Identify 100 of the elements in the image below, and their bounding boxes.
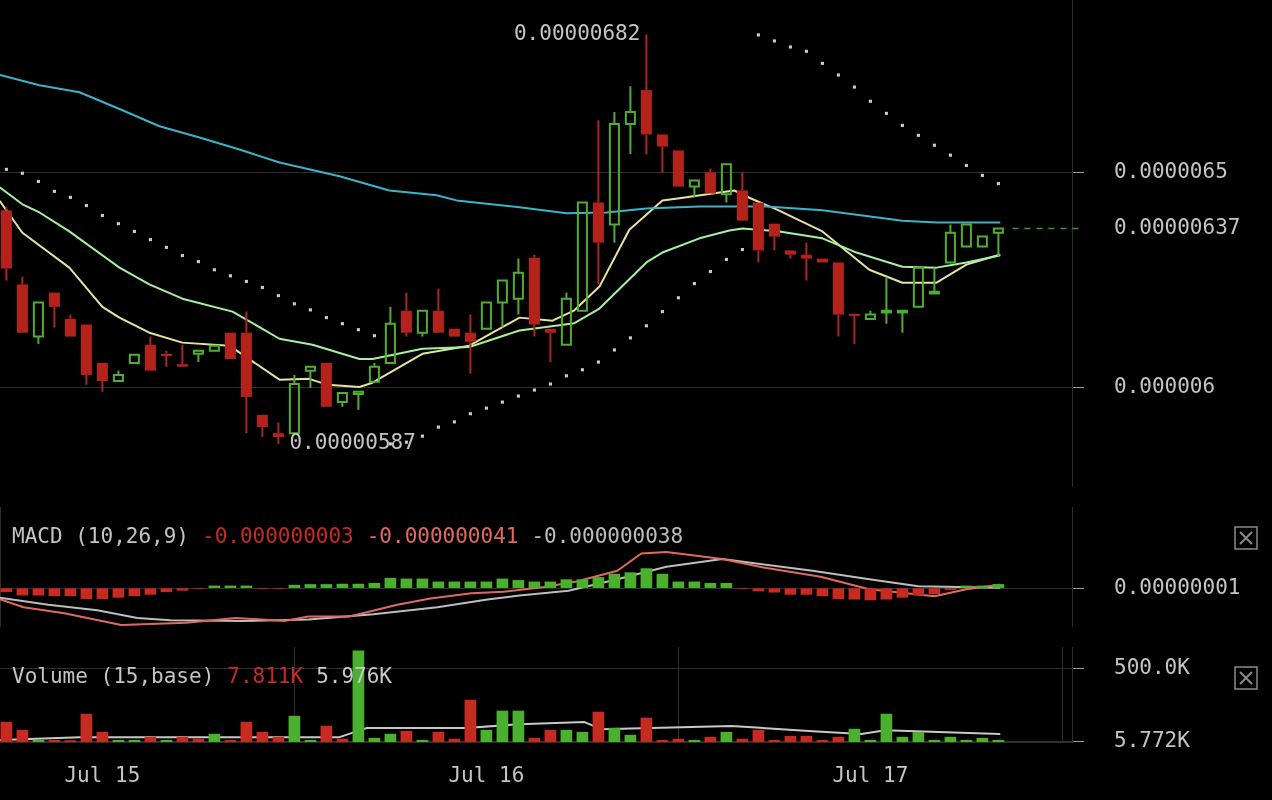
bar	[0, 721, 13, 742]
candlestick	[240, 310, 252, 435]
candlestick	[928, 266, 940, 295]
bar	[368, 737, 381, 742]
candlestick	[880, 275, 892, 325]
bar	[560, 579, 573, 588]
bar	[96, 731, 109, 742]
candlestick	[256, 415, 268, 439]
bar	[160, 739, 173, 742]
bar	[720, 731, 733, 742]
bar	[768, 739, 781, 742]
bar	[368, 583, 381, 588]
candlestick	[176, 343, 188, 367]
bar	[400, 730, 413, 742]
bar	[592, 711, 605, 742]
bar	[320, 584, 333, 588]
bar	[288, 584, 301, 588]
text: -0.000000038	[531, 524, 684, 549]
candlestick	[80, 324, 92, 386]
bar	[160, 588, 173, 593]
candlestick	[0, 206, 12, 282]
bar	[224, 739, 237, 742]
bar	[576, 731, 589, 742]
bar	[352, 583, 365, 588]
bar	[48, 588, 61, 597]
bar	[896, 736, 909, 742]
bar	[320, 725, 333, 742]
y-tick-label: 500.0K	[1114, 655, 1191, 680]
bar	[32, 739, 45, 742]
bar	[128, 739, 141, 742]
candlestick	[800, 241, 812, 282]
x-tick-label: Jul 15	[64, 763, 141, 788]
bar	[512, 580, 525, 588]
bar	[336, 583, 349, 588]
candlestick	[992, 227, 1004, 258]
bar	[544, 729, 557, 742]
bar	[256, 731, 269, 742]
bar	[400, 578, 413, 588]
candlestick	[304, 365, 316, 389]
bar	[768, 588, 781, 593]
candlestick	[848, 313, 860, 345]
bar	[928, 739, 941, 742]
annotation: 0.00000682	[513, 20, 641, 45]
bar	[16, 588, 29, 596]
bar	[688, 739, 701, 742]
bar	[992, 739, 1005, 742]
candlestick	[432, 287, 444, 333]
bar	[112, 739, 125, 742]
candlestick	[352, 390, 364, 411]
bar	[608, 573, 621, 588]
bar	[832, 736, 845, 742]
text: -0.000000041	[366, 524, 519, 549]
annotation: 0.00000587	[289, 430, 416, 455]
bar	[592, 577, 605, 588]
bar	[464, 699, 477, 742]
bar	[912, 731, 925, 742]
bar	[608, 727, 621, 742]
bar	[880, 588, 893, 600]
bar	[416, 739, 429, 742]
bar	[816, 588, 829, 597]
bar	[96, 588, 109, 600]
bar	[144, 588, 157, 595]
candlestick	[608, 111, 620, 244]
bar	[496, 578, 509, 588]
bar	[784, 588, 797, 595]
text: -0.000000003	[202, 524, 354, 549]
bar	[848, 588, 861, 600]
text: Volume (15,base)	[12, 664, 215, 689]
candlestick	[96, 362, 108, 393]
bar	[0, 588, 13, 593]
candlestick	[720, 163, 732, 204]
candlestick	[384, 305, 396, 364]
bar	[480, 729, 493, 742]
chart-title: MACD (10,26,9)	[12, 524, 190, 549]
bar	[864, 739, 877, 742]
bar	[288, 715, 301, 742]
bar	[48, 739, 61, 742]
bar	[784, 735, 797, 742]
bar	[640, 717, 653, 742]
bar	[800, 588, 813, 595]
bar	[704, 736, 717, 742]
bar	[272, 736, 285, 742]
bar	[960, 739, 973, 742]
bar	[832, 588, 845, 600]
bar	[384, 733, 397, 742]
bar	[944, 736, 957, 742]
bar	[864, 588, 877, 601]
bar	[576, 579, 589, 588]
bar	[80, 713, 93, 742]
bar	[528, 737, 541, 742]
bar	[800, 735, 813, 742]
bar	[144, 736, 157, 742]
bar	[816, 739, 829, 742]
bar	[848, 728, 861, 742]
candlestick	[464, 313, 476, 375]
candlestick	[896, 309, 908, 334]
bar	[176, 736, 189, 742]
bar	[880, 713, 893, 742]
bar	[992, 584, 1005, 588]
candlestick	[784, 250, 796, 260]
